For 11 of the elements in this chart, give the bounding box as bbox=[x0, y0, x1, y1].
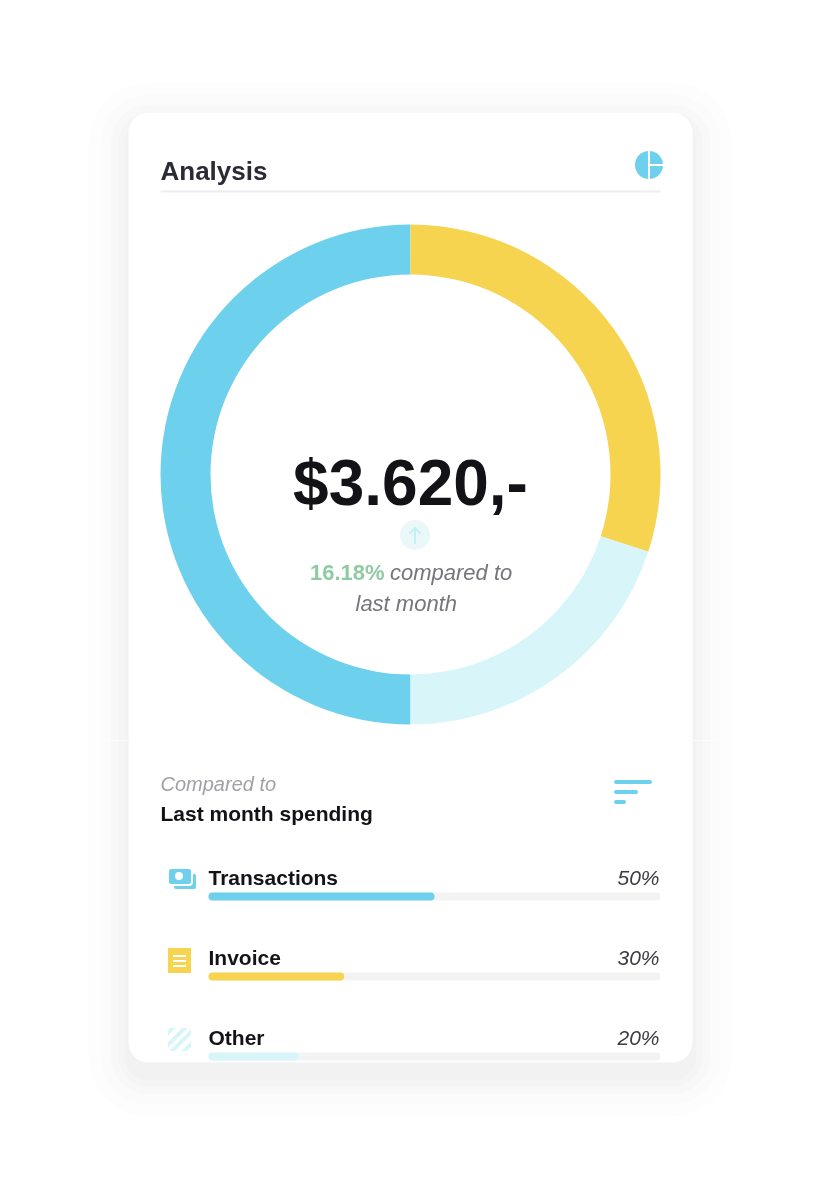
data-label: 20% bbox=[616, 1026, 660, 1049]
y-tick-label: Transactions bbox=[208, 866, 339, 889]
text: $3.620,- bbox=[293, 446, 528, 519]
y-tick-label: Invoice bbox=[208, 946, 281, 969]
data-label: 50% bbox=[617, 866, 660, 889]
y-tick-label: Other bbox=[208, 1026, 265, 1049]
chart-subtitle: Compared to bbox=[160, 772, 277, 795]
chart-title: Analysis bbox=[160, 155, 268, 186]
data-label: 30% bbox=[617, 946, 660, 969]
text: 16.18% compared to last month bbox=[310, 560, 513, 616]
chart-title: Last month spending bbox=[160, 802, 373, 825]
